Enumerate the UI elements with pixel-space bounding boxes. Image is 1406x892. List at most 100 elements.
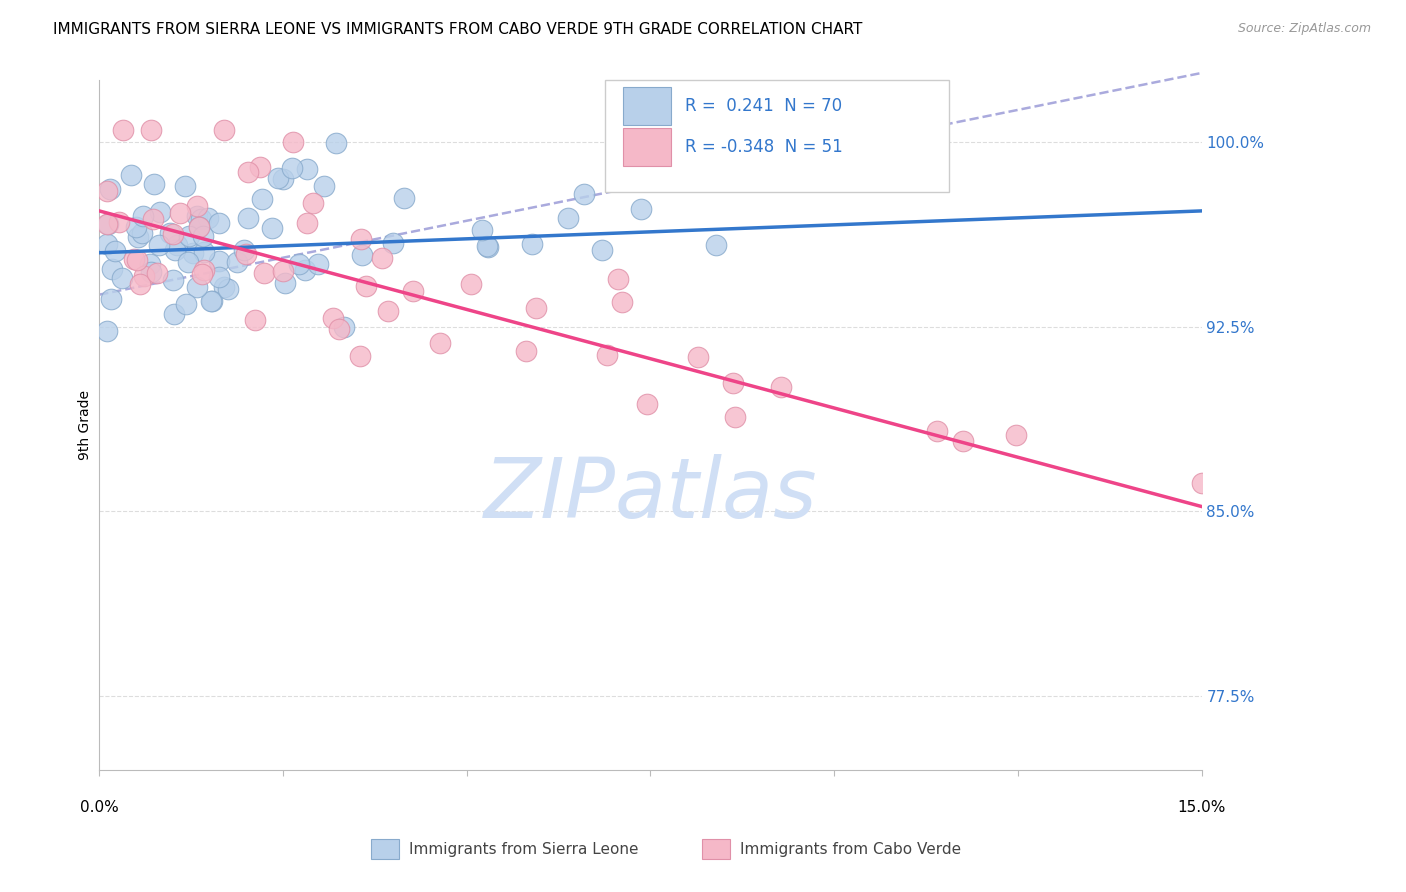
Point [208,216,231,230]
Point [250,193,273,207]
Point [524,301,547,316]
Point [159,227,181,241]
Point [187,220,209,235]
Text: IMMIGRANTS FROM SIERRA LEONE VS IMMIGRANTS FROM CABO VERDE 9TH GRADE CORRELATION: IMMIGRANTS FROM SIERRA LEONE VS IMMIGRAN… [53,22,863,37]
Point [515,343,537,358]
Point [186,199,208,213]
Point [111,271,134,285]
Point [186,280,208,294]
Text: 15.0%: 15.0% [1177,800,1226,814]
Point [191,229,214,244]
Text: R =  0.241  N = 70: R = 0.241 N = 70 [685,97,842,115]
Point [235,247,257,261]
Point [271,172,294,186]
Point [596,348,619,362]
Point [288,257,311,271]
Point [233,244,256,258]
Point [125,219,148,234]
Point [131,226,153,240]
Point [127,229,149,244]
Point [131,210,153,224]
Point [212,280,235,294]
Point [174,179,197,194]
Point [688,351,710,365]
Point [294,262,316,277]
Text: R = -0.348  N = 51: R = -0.348 N = 51 [685,138,842,156]
Point [371,251,394,265]
Point [704,238,727,252]
Point [271,263,294,277]
Point [162,227,184,241]
Point [477,239,499,253]
Point [636,397,658,411]
Point [721,376,744,390]
Point [352,248,374,262]
Point [349,349,371,363]
Point [249,160,271,174]
Point [307,257,329,271]
Point [188,220,211,235]
Point [149,204,172,219]
Point [208,254,231,268]
Point [572,186,595,201]
Point [312,179,335,194]
Point [333,320,356,334]
Point [262,221,284,235]
Point [96,184,118,198]
Point [350,232,373,246]
Point [377,303,399,318]
Point [169,206,191,220]
Point [197,211,219,226]
Point [267,170,290,185]
Point [162,273,184,287]
Point [402,284,425,298]
Point [132,268,155,283]
Point [111,122,134,136]
Point [177,255,200,269]
Point [120,169,142,183]
Point [1191,476,1213,491]
Point [98,181,121,195]
Point [139,257,162,271]
Point [281,161,304,175]
Point [520,236,543,251]
Point [302,195,325,210]
Point [1004,428,1026,442]
Point [193,262,215,277]
Point [325,136,347,150]
Point [471,223,494,237]
Point [186,209,208,223]
Text: ZIPatlas: ZIPatlas [484,454,817,534]
Point [96,217,118,231]
Point [382,236,405,251]
Point [429,335,451,350]
Point [191,267,214,281]
Point [328,321,350,335]
Point [925,424,948,438]
Point [108,214,131,228]
Point [607,271,630,285]
Y-axis label: 9th Grade: 9th Grade [79,390,93,460]
Point [146,266,169,280]
Point [952,434,974,449]
Text: Source: ZipAtlas.com: Source: ZipAtlas.com [1237,22,1371,36]
Point [104,244,127,259]
Text: 0.0%: 0.0% [80,800,118,814]
Point [143,177,166,191]
Point [236,165,259,179]
Point [96,324,118,338]
Point [769,380,792,394]
Point [142,211,165,226]
Point [125,252,148,267]
Point [724,409,747,424]
Point [208,269,231,284]
Point [181,246,204,260]
Point [295,162,318,177]
Point [322,311,344,326]
Point [295,216,318,230]
Point [557,211,579,225]
Point [460,277,482,291]
Point [354,279,377,293]
Point [100,292,122,306]
Point [245,312,267,326]
